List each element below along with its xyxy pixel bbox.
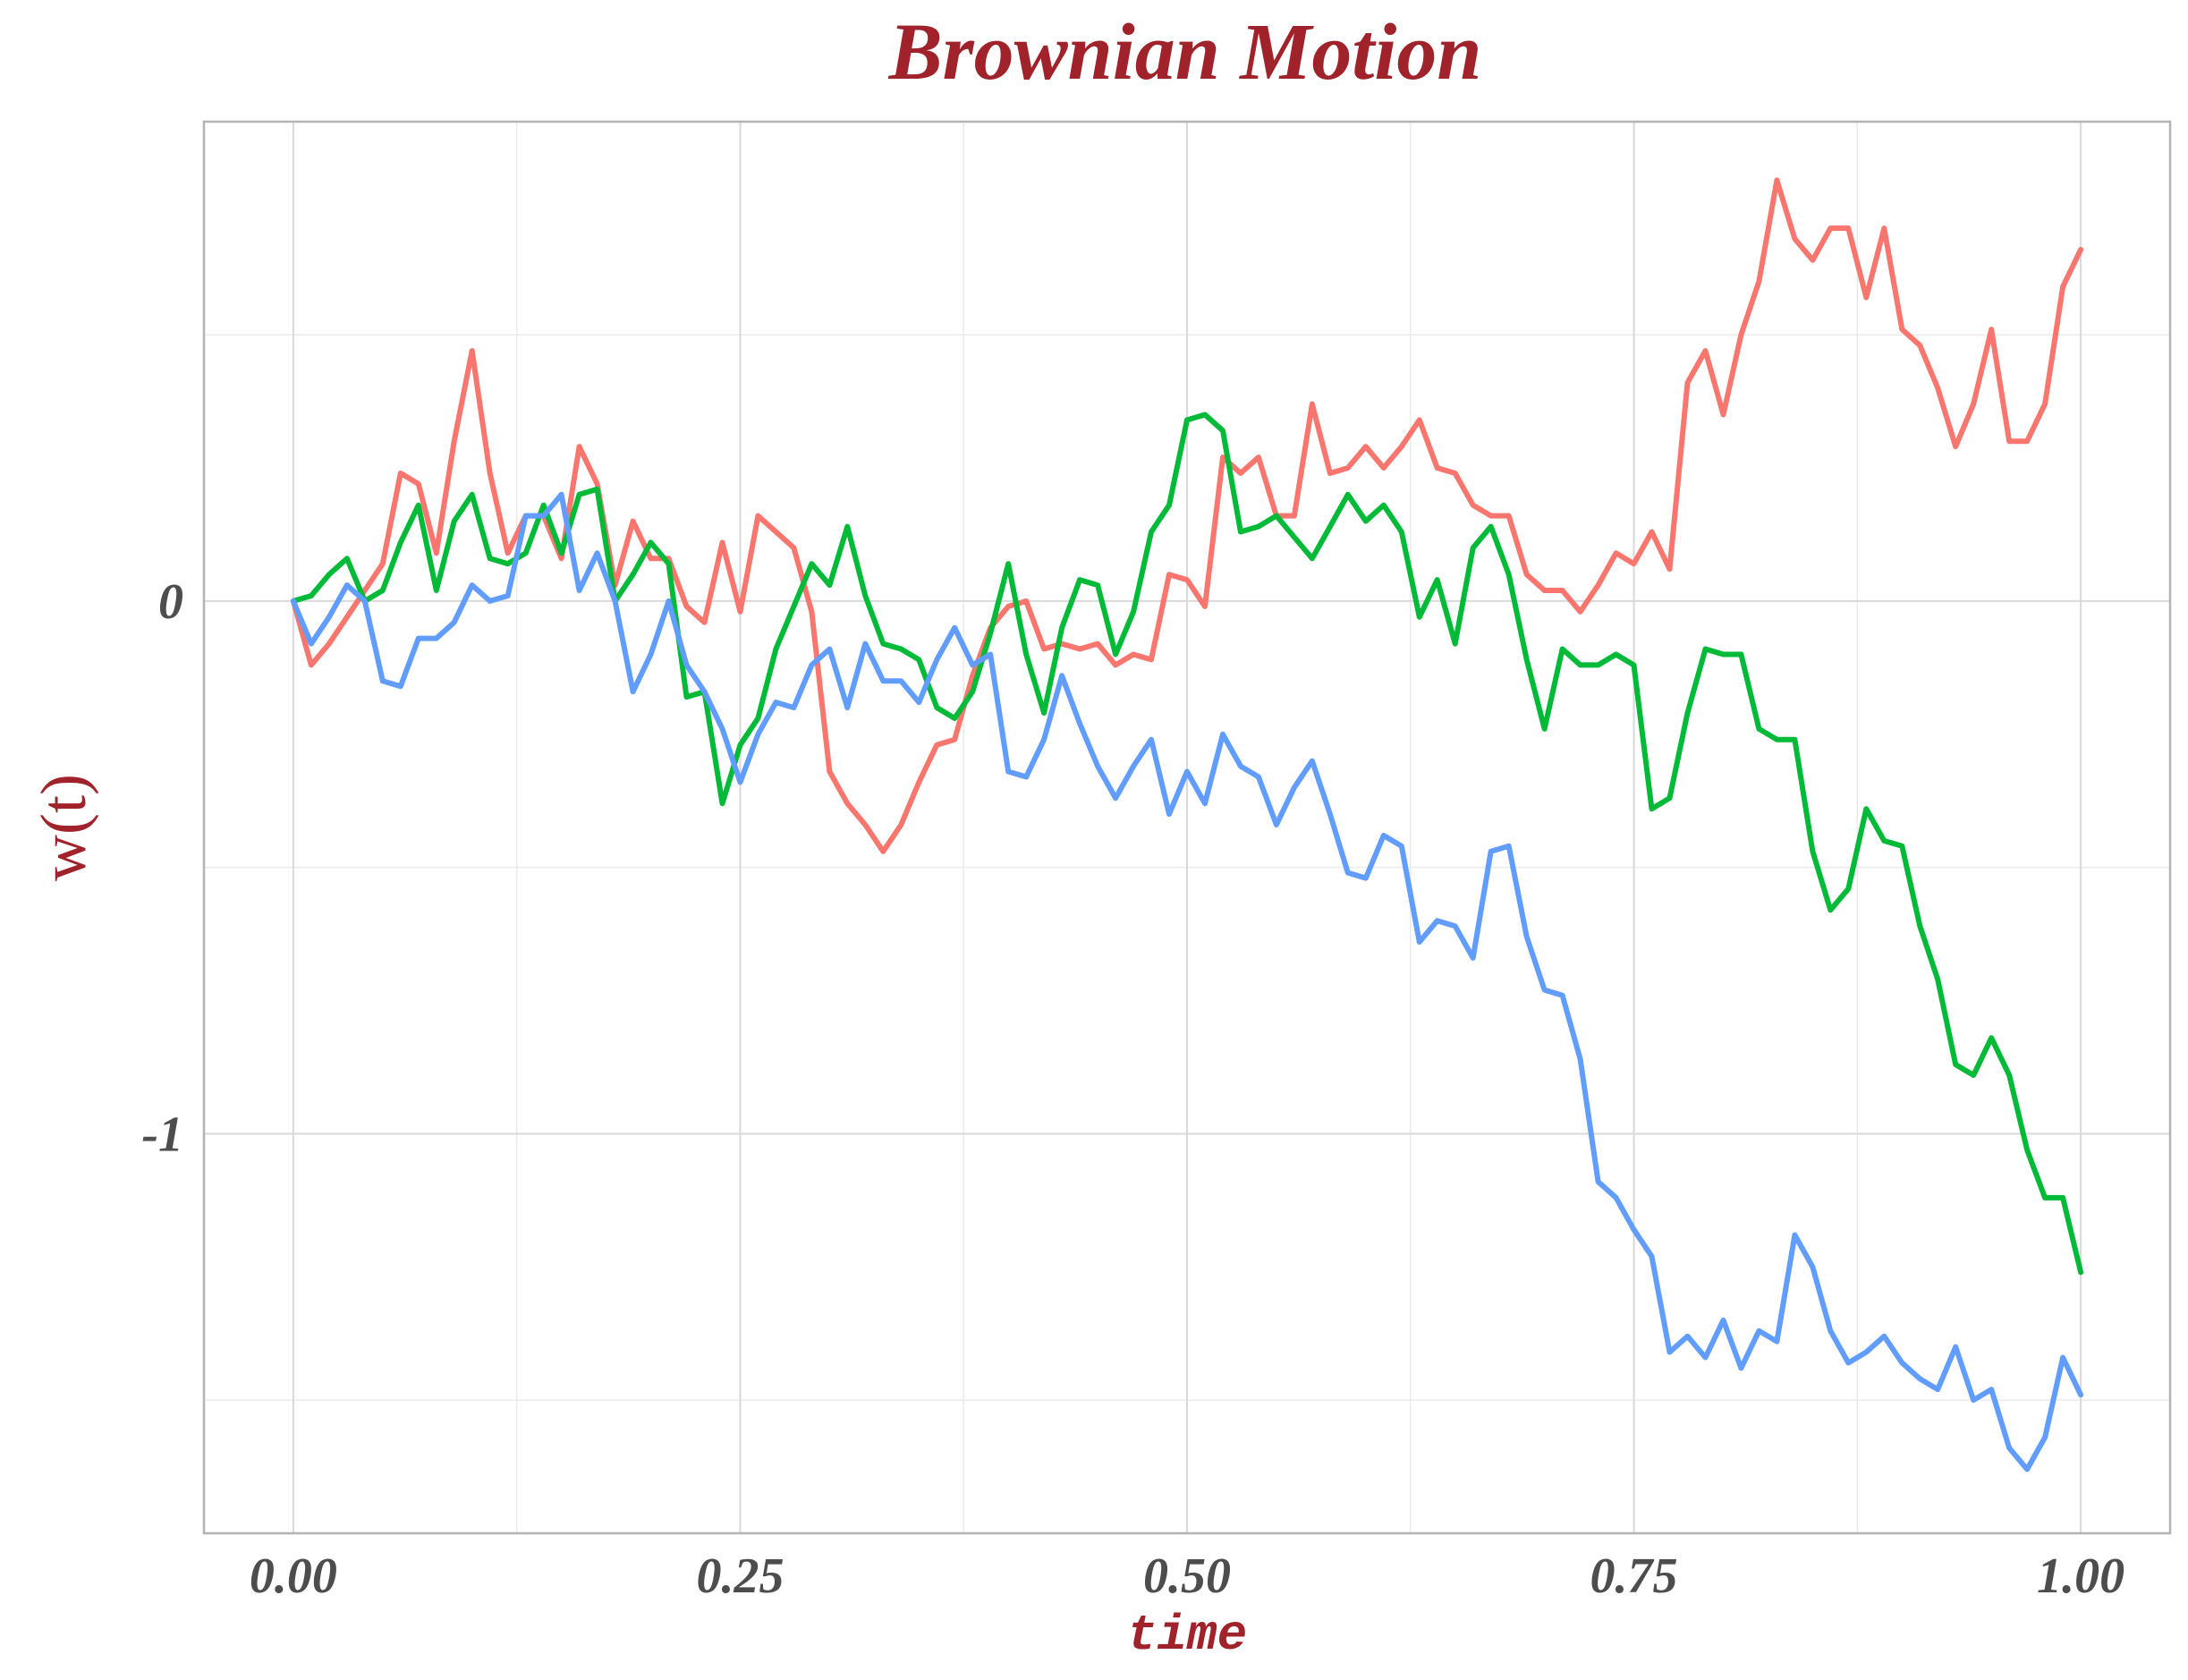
x-tick-label: 0.00 [250, 1548, 337, 1604]
series-line-2 [290, 412, 2084, 1276]
x-tick-label: 0.75 [1590, 1548, 1678, 1604]
series-lines [290, 177, 2084, 1472]
y-axis-tick-labels: -1 0 [141, 574, 183, 1162]
y-tick-label: 0 [158, 574, 183, 630]
x-tick-label: 1.00 [2037, 1548, 2124, 1604]
series-line-1 [290, 177, 2084, 854]
x-axis-tick-labels: 0.00 0.25 0.50 0.75 1.00 [250, 1548, 2124, 1604]
plot-panel-border [202, 120, 2172, 1535]
series-line-3 [290, 491, 2084, 1472]
x-tick-label: 0.25 [696, 1548, 784, 1604]
chart-title: Brownian Motion [888, 8, 1482, 97]
x-tick-label: 0.50 [1143, 1548, 1231, 1604]
y-tick-label: -1 [141, 1107, 183, 1162]
x-axis-label: time [1127, 1607, 1247, 1664]
major-gridlines [204, 122, 2170, 1533]
y-axis-label: w(t) [28, 774, 99, 881]
